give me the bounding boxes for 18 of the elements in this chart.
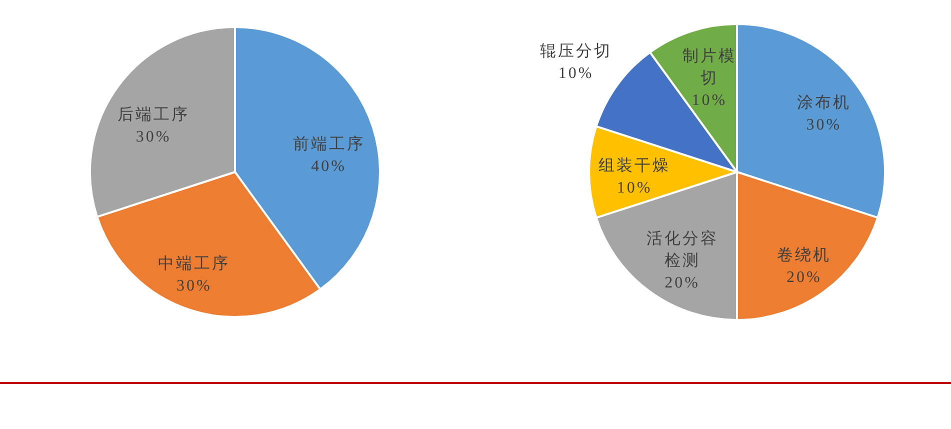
slice-label: 活化分容检测: [646, 229, 718, 270]
data-label: 30%: [806, 116, 842, 134]
data-label: 20%: [664, 274, 700, 292]
data-label: 20%: [786, 268, 822, 286]
slice-label: 中端工序: [158, 254, 230, 273]
data-label: 10%: [692, 92, 728, 109]
slice-label: 卷绕机: [777, 246, 832, 264]
slice-label: 制片模切: [682, 46, 736, 87]
data-label: 10%: [558, 64, 594, 82]
data-label: 30%: [176, 278, 212, 295]
slice-label: 前端工序: [292, 134, 365, 153]
slice-label: 组装干燥: [598, 156, 671, 175]
slice-label: 辊压分切: [540, 42, 612, 60]
data-label: 30%: [136, 128, 172, 146]
slice-label: 后端工序: [118, 106, 190, 124]
data-label: 10%: [616, 180, 652, 197]
slice-label: 涂布机: [796, 93, 851, 112]
data-label: 40%: [311, 158, 346, 175]
